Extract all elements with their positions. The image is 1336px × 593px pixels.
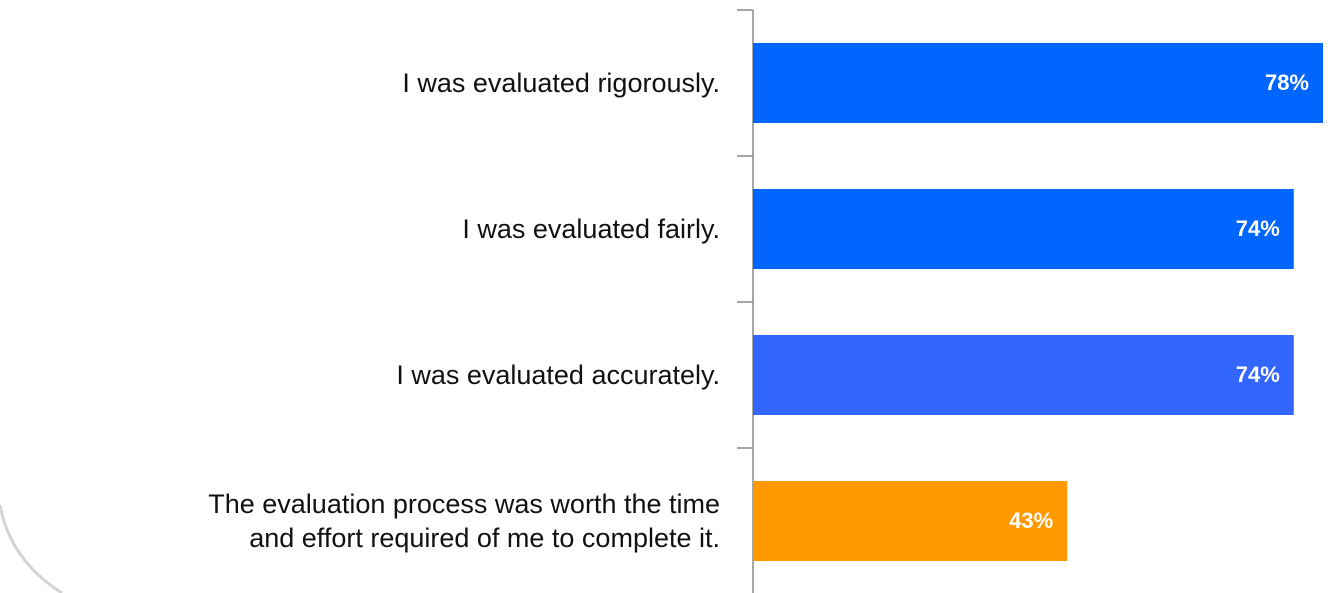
- category-label: The evaluation process was worth the tim…: [208, 489, 720, 553]
- bar: [753, 481, 1068, 561]
- background-arc: [0, 504, 63, 593]
- category-label: I was evaluated accurately.: [396, 360, 720, 390]
- value-label: 74%: [1236, 216, 1280, 241]
- value-label: 78%: [1265, 70, 1309, 95]
- category-label: I was evaluated fairly.: [462, 214, 720, 244]
- value-label: 74%: [1236, 362, 1280, 387]
- category-label: I was evaluated rigorously.: [402, 68, 720, 98]
- value-label: 43%: [1009, 508, 1053, 533]
- bar: [753, 43, 1323, 123]
- bar: [753, 335, 1294, 415]
- bar: [753, 189, 1294, 269]
